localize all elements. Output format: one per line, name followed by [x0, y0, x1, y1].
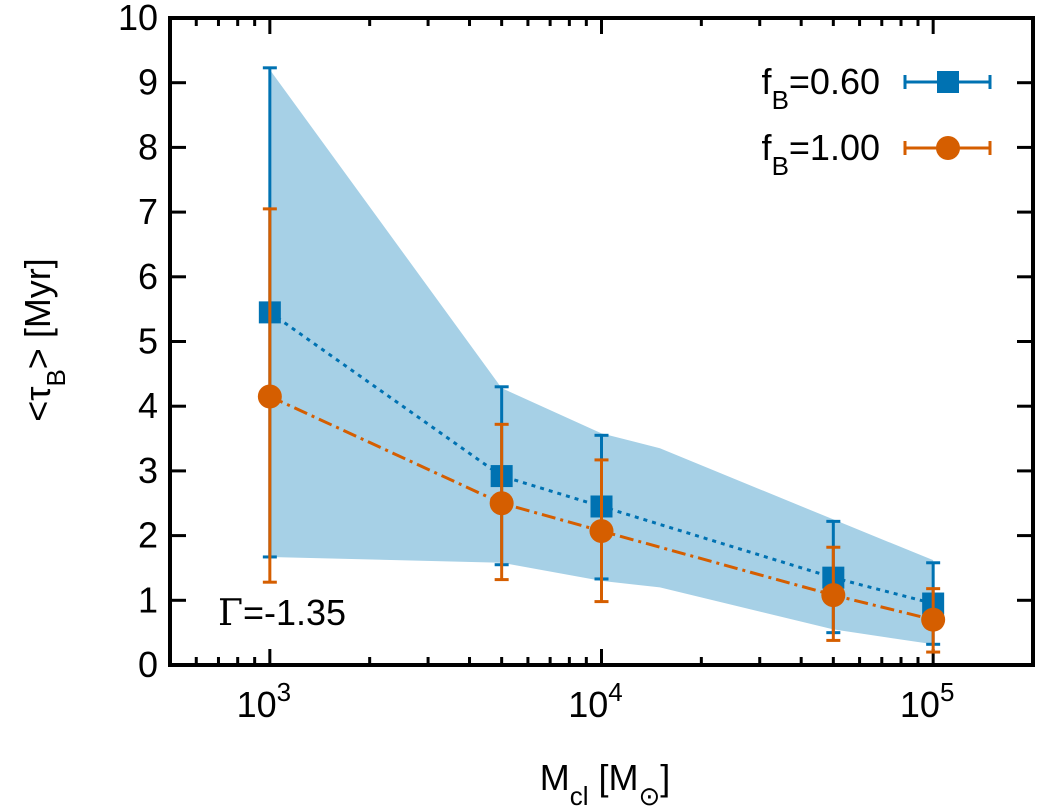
legend-label: fB=0.60: [762, 61, 880, 115]
legend-label-base: f: [762, 127, 773, 168]
x-tick-label: 104: [568, 677, 623, 725]
gamma-symbol: Γ: [218, 593, 243, 634]
y-tick-label: 5: [138, 321, 158, 362]
x-tick-label-exponent: 5: [940, 677, 954, 707]
y-tick-label: 1: [138, 579, 158, 620]
series-1: [257, 207, 946, 654]
x-tick-label: 103: [237, 677, 292, 725]
gamma-value: =-1.35: [243, 592, 346, 633]
data-point: [921, 607, 946, 632]
legend-label: fB=1.00: [762, 127, 880, 181]
data-point: [821, 583, 846, 608]
x-tick-label: 105: [900, 677, 955, 725]
y-tick-label: 6: [138, 256, 158, 297]
data-point: [257, 384, 282, 409]
x-axis-title-main: M: [540, 757, 570, 798]
y-tick-label: 0: [138, 644, 158, 685]
x-tick-label-base: 10: [237, 684, 277, 725]
legend-label-rest: =1.00: [789, 127, 880, 168]
x-axis-title: Mcl [M⊙]: [540, 757, 671, 808]
spread-band: [269, 69, 934, 645]
y-tick-label: 3: [138, 450, 158, 491]
y-tick-label: 9: [138, 62, 158, 103]
x-axis-title-unit-close: ]: [660, 757, 670, 798]
series-layer: [257, 66, 946, 654]
data-point: [489, 491, 514, 516]
y-tick-labels: 0 1 2 3 4 5 6 7 8 9 10: [118, 0, 158, 685]
y-axis-title: <τB> [Myr]: [17, 258, 71, 422]
data-point: [589, 519, 614, 544]
y-axis-title-close: > [Myr]: [17, 258, 58, 369]
y-tick-label: 4: [138, 385, 158, 426]
y-tick-label: 8: [138, 126, 158, 167]
x-tick-label-base: 10: [568, 684, 608, 725]
x-tick-labels: 103 104 105: [237, 677, 955, 725]
legend-label-base: f: [762, 61, 773, 102]
legend-label-sub: B: [772, 151, 789, 181]
x-axis-title-sub: cl: [570, 781, 589, 808]
legend-marker: [936, 136, 960, 160]
gamma-annotation: Γ=-1.35: [218, 592, 346, 634]
x-axis-title-unit-open: [M: [598, 757, 638, 798]
x-axis-title-unit-sub: ⊙: [638, 781, 660, 808]
x-tick-label-exponent: 4: [608, 677, 622, 707]
shaded-band-layer: [269, 69, 934, 645]
y-axis-title-sub: B: [41, 369, 71, 386]
legend-label-rest: =0.60: [789, 61, 880, 102]
y-tick-label: 10: [118, 0, 158, 38]
legend-marker: [937, 71, 959, 93]
y-axis-title-open: <τ: [17, 387, 58, 422]
legend-label-sub: B: [772, 85, 789, 115]
plot-frame: [168, 16, 1035, 667]
x-tick-label-exponent: 3: [277, 677, 291, 707]
x-tick-label-base: 10: [900, 684, 940, 725]
y-tick-label: 2: [138, 515, 158, 556]
y-tick-label: 7: [138, 191, 158, 232]
